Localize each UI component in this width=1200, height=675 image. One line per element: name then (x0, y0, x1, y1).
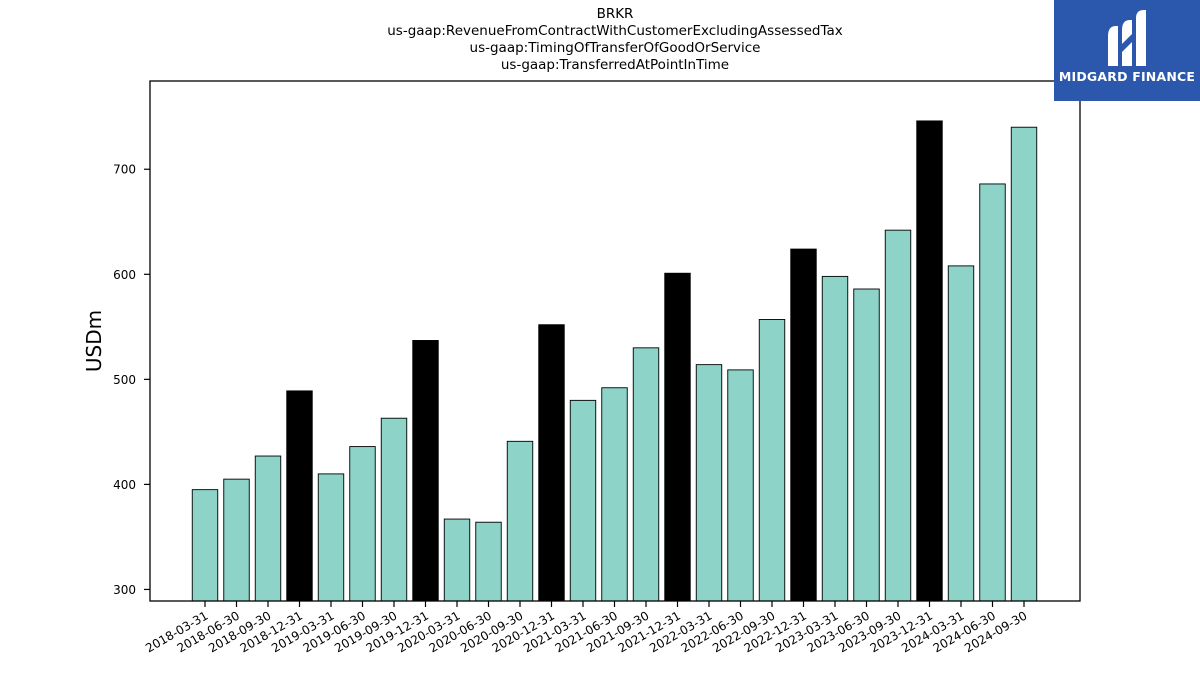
y-axis-ticks: 300 400 500 600 700 (113, 163, 150, 597)
bar-2020-09-30 (506, 440, 534, 602)
bar-2021-12-31 (664, 272, 691, 602)
logo-text: MIDGARD FINANCE (1058, 69, 1196, 84)
chart-title: BRKR us-gaap:RevenueFromContractWithCust… (150, 6, 1080, 74)
bar-2021-09-30 (632, 347, 660, 602)
title-line-concept: us-gaap:RevenueFromContractWithCustomerE… (387, 23, 843, 39)
bar-2019-09-30 (380, 417, 408, 602)
bar-2018-09-30 (254, 455, 282, 602)
y-tick-label: 300 (113, 583, 136, 597)
y-axis-label: USDm (82, 310, 106, 372)
bar-2021-06-30 (601, 387, 628, 602)
midgard-logo-mark-icon (1108, 10, 1146, 66)
bar-2018-12-31 (286, 390, 313, 602)
bar-2018-03-31 (191, 489, 219, 602)
bar-2020-06-30 (475, 521, 502, 602)
bar-2020-12-31 (538, 324, 565, 602)
bar-2024-06-30 (979, 183, 1006, 602)
bar-2021-03-31 (569, 399, 597, 602)
bar-2023-03-31 (821, 275, 849, 602)
bar-2022-09-30 (758, 319, 786, 602)
bar-2019-06-30 (349, 446, 376, 602)
y-tick-label: 400 (113, 478, 136, 492)
bar-2024-09-30 (1010, 126, 1038, 602)
y-tick-label: 500 (113, 373, 136, 387)
bar-2019-03-31 (317, 473, 345, 602)
bar-2023-09-30 (884, 229, 912, 602)
title-line-member: us-gaap:TransferredAtPointInTime (500, 57, 730, 73)
bar-2019-12-31 (412, 340, 439, 602)
bars-layer (191, 120, 1038, 602)
bar-2022-03-31 (695, 364, 723, 602)
x-axis-ticks: 2018-03-312018-06-302018-09-302018-12-31… (143, 601, 1030, 655)
midgard-finance-logo: MIDGARD FINANCE (1054, 0, 1200, 101)
title-line-ticker: BRKR (596, 6, 634, 22)
bar-2022-06-30 (727, 369, 754, 602)
bar-2023-06-30 (853, 288, 880, 602)
bar-2023-12-31 (916, 120, 943, 602)
bar-2022-12-31 (790, 248, 817, 602)
bar-2020-03-31 (443, 518, 471, 602)
bar-2018-06-30 (223, 478, 250, 602)
bar-2024-03-31 (947, 265, 975, 602)
title-line-axis: us-gaap:TimingOfTransferOfGoodOrService (469, 40, 761, 56)
y-tick-label: 600 (113, 268, 136, 282)
y-tick-label: 700 (113, 163, 136, 177)
